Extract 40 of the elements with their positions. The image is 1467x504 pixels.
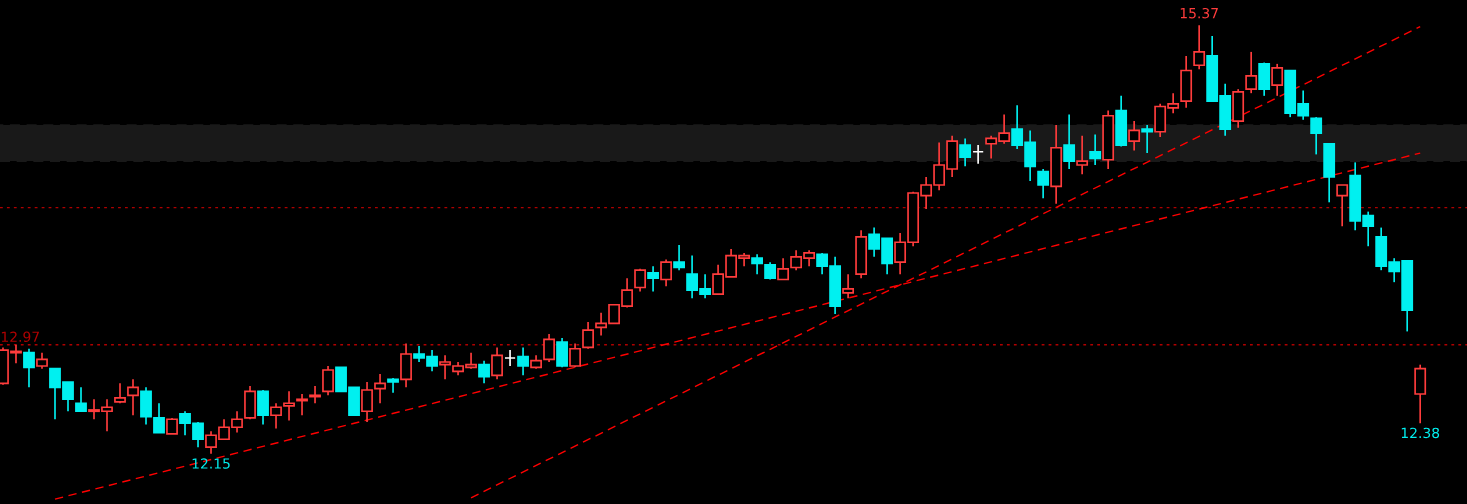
- candlestick: [23, 347, 35, 389]
- candlestick: [491, 346, 503, 381]
- candlestick: [1089, 133, 1102, 166]
- candlestick: [1245, 51, 1258, 95]
- candlestick: [1193, 24, 1206, 71]
- candlestick: [751, 253, 764, 276]
- candlestick: [75, 386, 87, 413]
- candlestick: [959, 137, 972, 168]
- candlestick: [478, 359, 490, 385]
- annotation: 12.15: [192, 458, 230, 469]
- candlestick: [972, 144, 985, 165]
- candlestick: [504, 349, 516, 367]
- candlestick: [322, 365, 334, 397]
- annotation: 15.37: [1180, 7, 1218, 19]
- candlestick: [361, 381, 373, 423]
- candlestick: [1271, 63, 1284, 97]
- candlestick: [1037, 168, 1050, 200]
- candlestick: [127, 378, 139, 417]
- candlestick: [257, 389, 269, 426]
- candlestick: [1128, 120, 1141, 152]
- candlestick: [673, 244, 685, 272]
- candlestick: [1310, 116, 1323, 156]
- candlestick: [660, 258, 672, 287]
- candlestick: [647, 265, 659, 293]
- candlestick: [556, 337, 568, 369]
- candlestick: [153, 402, 165, 434]
- candlestick: [1063, 113, 1076, 170]
- candlestick: [1336, 184, 1349, 228]
- candlestick: [842, 273, 855, 299]
- candlestick: [309, 385, 321, 405]
- ref-line-label: 12.97: [1, 331, 39, 343]
- candlestick: [1076, 134, 1089, 176]
- candlestick: [543, 333, 555, 363]
- annotation: 12.38: [1401, 427, 1440, 439]
- candlestick: [296, 393, 308, 417]
- candlestick: [1141, 124, 1154, 154]
- candlestick: [582, 321, 594, 350]
- candlestick: [517, 346, 529, 377]
- candlestick: [777, 257, 790, 281]
- candlestick: [374, 373, 386, 405]
